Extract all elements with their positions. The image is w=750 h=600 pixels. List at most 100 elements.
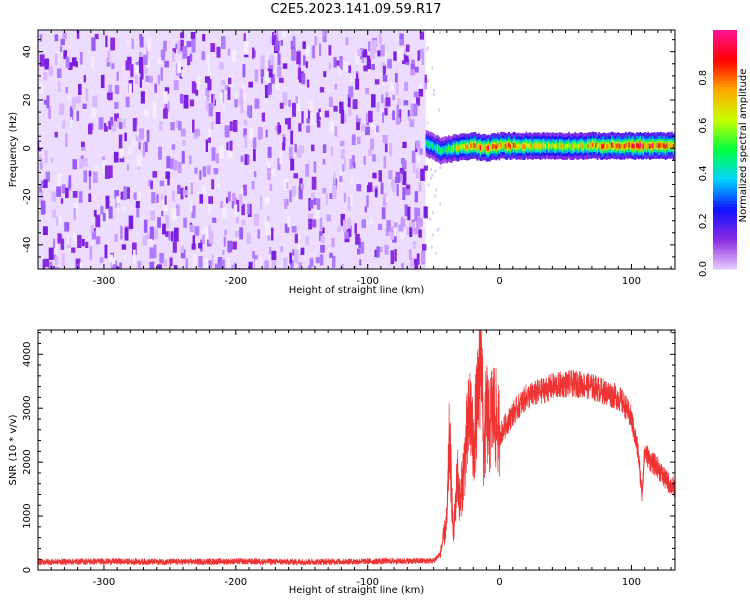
noise-speckle	[79, 158, 84, 169]
noise-speckle	[404, 204, 408, 217]
noise-speckle	[305, 236, 309, 246]
noise-speckle	[329, 252, 333, 258]
noise-speckle	[403, 100, 409, 106]
signal-band-cell	[625, 142, 627, 148]
colorbar-segment	[713, 62, 737, 67]
noise-speckle	[267, 146, 272, 158]
noise-speckle	[342, 164, 345, 172]
signal-band-cell	[656, 142, 659, 148]
noise-speckle	[165, 231, 170, 237]
signal-band-cell	[484, 144, 487, 150]
signal-band-cell	[602, 143, 605, 149]
signal-band-cell	[493, 143, 496, 149]
noise-speckle	[247, 105, 252, 117]
noise-speckle	[364, 206, 368, 213]
noise-speckle	[437, 227, 440, 231]
noise-speckle	[71, 247, 76, 253]
noise-speckle	[308, 218, 313, 230]
noise-speckle	[333, 105, 338, 112]
noise-speckle	[55, 245, 58, 255]
noise-speckle	[83, 75, 86, 83]
noise-speckle	[407, 110, 410, 117]
noise-speckle	[227, 191, 231, 202]
noise-speckle	[140, 69, 144, 80]
noise-speckle	[102, 156, 106, 163]
y-tick-label: 0	[22, 145, 33, 151]
noise-speckle	[143, 219, 148, 233]
noise-speckle	[62, 32, 67, 40]
signal-band-cell	[451, 147, 453, 153]
noise-speckle	[418, 229, 422, 238]
noise-speckle	[382, 78, 385, 86]
signal-band-cell	[582, 144, 585, 150]
noise-speckle	[430, 167, 433, 171]
noise-speckle	[357, 49, 362, 56]
noise-speckle	[278, 77, 284, 83]
noise-speckle	[182, 46, 188, 59]
colorbar-segment	[713, 83, 737, 88]
noise-speckle	[372, 40, 378, 47]
noise-speckle	[72, 191, 78, 198]
noise-speckle	[242, 96, 246, 110]
noise-speckle	[106, 93, 111, 100]
noise-speckle	[312, 219, 317, 228]
noise-speckle	[433, 93, 436, 97]
noise-speckle	[76, 110, 80, 121]
noise-speckle	[385, 229, 389, 237]
signal-band-cell	[470, 143, 472, 149]
signal-band-cell	[623, 143, 626, 149]
noise-speckle	[414, 191, 419, 203]
signal-band-cell	[555, 143, 558, 149]
noise-speckle	[419, 48, 424, 59]
noise-speckle	[292, 36, 296, 47]
noise-speckle	[163, 259, 168, 267]
noise-speckle	[429, 217, 432, 221]
noise-speckle	[383, 65, 386, 75]
noise-speckle	[171, 231, 174, 242]
signal-band-cell	[634, 144, 637, 150]
noise-speckle	[369, 217, 373, 224]
signal-band-cell	[667, 142, 670, 148]
noise-speckle	[319, 87, 325, 93]
colorbar-segment	[713, 221, 737, 225]
colorbar-segment	[713, 200, 737, 204]
noise-speckle	[349, 159, 353, 170]
noise-speckle	[268, 247, 272, 255]
noise-speckle	[95, 214, 101, 228]
noise-speckle	[378, 32, 382, 45]
noise-speckle	[273, 34, 277, 41]
noise-speckle	[199, 194, 204, 204]
noise-speckle	[434, 194, 437, 198]
colorbar-tick-label: 0.0	[698, 261, 709, 277]
noise-speckle	[100, 74, 105, 89]
noise-speckle	[128, 146, 132, 154]
colorbar-segment	[713, 125, 737, 130]
signal-band-cell	[652, 143, 654, 149]
noise-speckle	[260, 55, 265, 70]
noise-speckle	[104, 244, 108, 259]
noise-speckle	[177, 60, 181, 74]
signal-band-cell	[495, 144, 498, 150]
noise-speckle	[75, 96, 81, 104]
noise-speckle	[419, 148, 423, 155]
noise-speckle	[305, 163, 310, 177]
signal-band-cell	[628, 142, 631, 148]
signal-band-cell	[620, 144, 623, 149]
noise-speckle	[414, 228, 420, 235]
noise-speckle	[294, 233, 298, 244]
signal-band-cell	[528, 143, 531, 149]
signal-band-cell	[539, 144, 542, 150]
noise-speckle	[337, 226, 341, 232]
noise-speckle	[48, 106, 52, 120]
colorbar-segment	[713, 134, 737, 139]
noise-speckle	[343, 192, 346, 203]
noise-speckle	[347, 217, 351, 229]
noise-speckle	[131, 38, 134, 49]
noise-speckle	[210, 43, 216, 53]
noise-speckle	[191, 205, 196, 219]
noise-speckle	[134, 64, 139, 74]
noise-speckle	[116, 196, 120, 204]
noise-speckle	[413, 66, 419, 73]
colorbar-segment	[713, 53, 737, 58]
signal-band-cell	[661, 143, 664, 149]
